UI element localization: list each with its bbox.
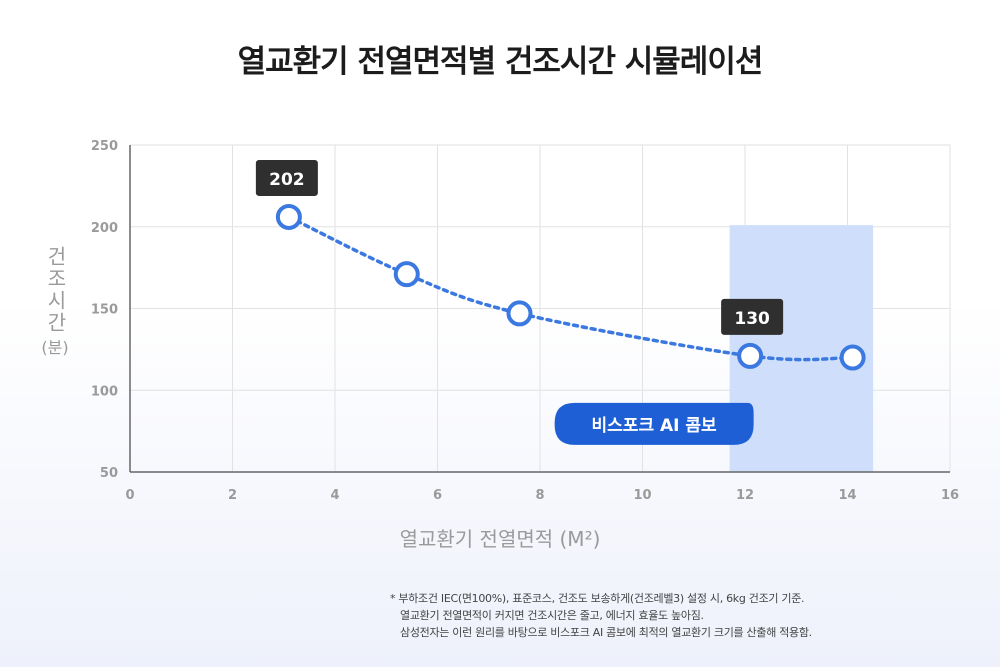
x-tick-label: 2 <box>228 488 237 503</box>
x-tick-label: 14 <box>838 488 856 503</box>
x-tick-label: 10 <box>633 488 651 503</box>
chart-title: 열교환기 전열면적별 건조시간 시뮬레이션 <box>237 44 764 80</box>
y-axis-title: 건조시간 <box>43 246 68 334</box>
data-label-badge <box>255 159 318 196</box>
x-tick-label: 6 <box>433 488 442 503</box>
x-axis-label: 열교환기 전열면적 (M²) <box>399 527 601 551</box>
footnote-line-2: 열교환기 전열면적이 커지면 건조시간은 줄고, 에너지 효율도 높아짐. <box>400 609 704 622</box>
axis-layer: 50 100 150 200 250 0 2 4 6 8 10 12 14 16 <box>91 139 959 503</box>
y-axis-label: 건조시간 (분) <box>30 246 80 361</box>
y-tick-label: 250 <box>91 139 118 154</box>
y-tick-label: 150 <box>91 303 118 318</box>
data-label: 130 <box>734 309 770 329</box>
footnote-line-1: * 부하조건 IEC(면100%), 표준코스, 건조도 보송하게(건조레벨3)… <box>390 592 805 605</box>
x-tick-label: 12 <box>736 488 754 503</box>
data-label-badge <box>721 298 784 335</box>
footnote: * 부하조건 IEC(면100%), 표준코스, 건조도 보송하게(건조레벨3)… <box>390 590 950 641</box>
data-point <box>839 344 866 371</box>
data-point <box>393 261 420 288</box>
x-tick-label: 0 <box>125 488 134 503</box>
footnote-line-3: 삼성전자는 이런 원리를 바탕으로 비스포크 AI 콤보에 최적의 열교환기 크… <box>400 626 812 639</box>
y-tick-label: 100 <box>91 384 118 399</box>
data-point <box>275 203 302 230</box>
data-label-layer: 202 130 <box>255 159 784 335</box>
x-tick-label: 16 <box>941 488 959 503</box>
data-label: 202 <box>269 170 305 190</box>
series-layer <box>275 203 866 371</box>
x-tick-label: 4 <box>330 488 339 503</box>
data-point <box>737 342 764 369</box>
x-tick-label: 8 <box>535 488 544 503</box>
y-tick-label: 50 <box>100 466 118 481</box>
y-tick-label: 200 <box>91 221 118 236</box>
callout-layer: 비스포크 AI 콤보 <box>554 402 754 445</box>
data-point <box>506 300 533 327</box>
y-axis-unit: (분) <box>41 338 69 357</box>
highlight-label: 비스포크 AI 콤보 <box>592 416 718 436</box>
highlight-callout <box>554 402 754 445</box>
